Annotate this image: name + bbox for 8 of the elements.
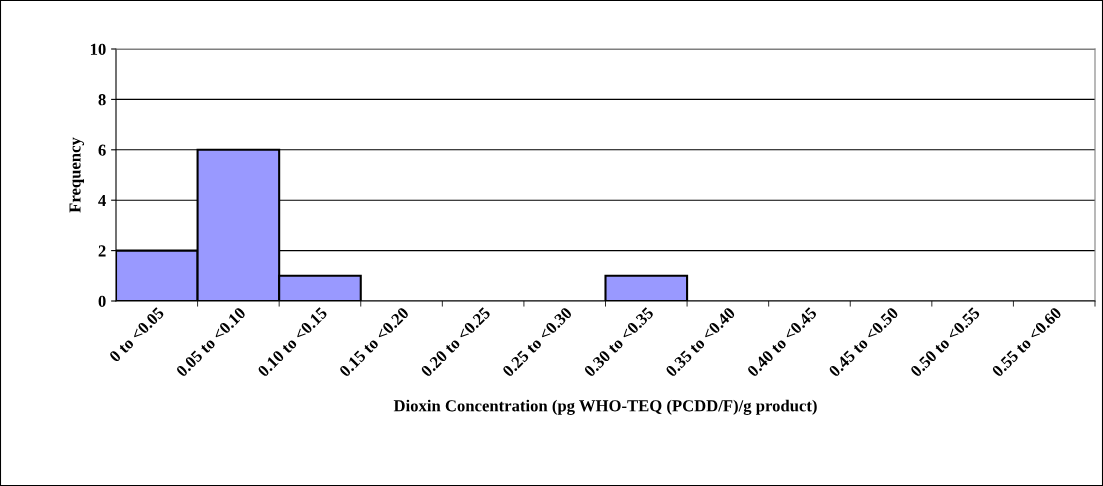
y-tick-label: 6 xyxy=(98,144,106,156)
x-axis-title: Dioxin Concentration (pg WHO-TEQ (PCDD/F)/g product) xyxy=(393,399,817,415)
y-tick-label: 2 xyxy=(98,245,106,257)
y-tick-label: 0 xyxy=(98,295,106,307)
y-axis-title: Frequency xyxy=(69,137,85,213)
y-tick-label: 4 xyxy=(98,195,106,206)
y-tick-label: 10 xyxy=(90,43,106,55)
y-tick-label: 8 xyxy=(98,94,106,106)
